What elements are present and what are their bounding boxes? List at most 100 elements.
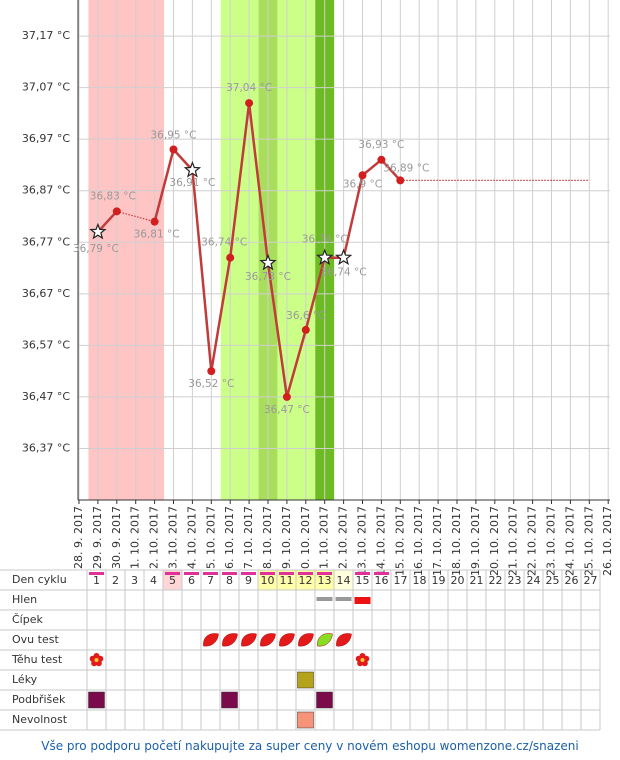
footer[interactable]: Vše pro podporu početí nakupujte za supe… xyxy=(41,739,579,753)
value-label: 36,74 °C xyxy=(321,267,367,279)
star-point xyxy=(183,160,202,178)
star-point xyxy=(89,222,107,240)
day-number: 10 xyxy=(261,574,275,587)
phase-band xyxy=(220,0,259,500)
day-number: 21 xyxy=(470,574,484,587)
x-tick-label: 21. 10. 2017 xyxy=(507,506,520,576)
chart: 28. 9. 2017 29. 9. 2017 30. 9. 2017 1. 10. … xyxy=(0,0,614,731)
point xyxy=(396,176,405,185)
value-label: 36,9 °C xyxy=(343,178,382,190)
x-tick-label: 23. 10. 2017 xyxy=(545,506,558,576)
x-tick-label: 5. 10. 2017 xyxy=(204,506,217,569)
x-tick-label: 16. 10. 2017 xyxy=(412,506,425,576)
test-icon-center xyxy=(94,658,99,662)
x-tick-label: 6. 10. 2017 xyxy=(223,506,236,569)
day-number: 2 xyxy=(112,574,119,587)
point xyxy=(150,217,159,226)
y-tick-label: 36,57 °C xyxy=(22,338,70,351)
day-number: 1 xyxy=(93,574,100,587)
day-number: 23 xyxy=(508,574,522,587)
x-tick-label: 28. 9. 2017 xyxy=(72,506,85,569)
gap-connector xyxy=(116,210,155,223)
ovu-test-icon xyxy=(241,633,257,647)
x-tick-label: 4. 10. 2017 xyxy=(185,506,198,569)
value-label: 36,91 °C xyxy=(169,177,215,189)
day-number: 17 xyxy=(394,574,408,587)
x-tick-label: 25. 10. 2017 xyxy=(582,506,595,576)
row-label: Čípek xyxy=(12,613,43,626)
test-icon-petal xyxy=(355,655,362,662)
value-label: 36,47 °C xyxy=(264,404,310,416)
mucus-bar xyxy=(335,597,352,601)
row-label: Nevolnost xyxy=(12,713,68,726)
point xyxy=(112,207,121,216)
symptom-square xyxy=(316,691,333,709)
y-tick-label: 36,77 °C xyxy=(22,235,70,248)
x-tick-label: 2. 10. 2017 xyxy=(148,506,161,569)
x-tick-label: 20. 10. 2017 xyxy=(488,506,501,576)
x-tick-label: 24. 10. 2017 xyxy=(563,506,576,576)
value-label: 36,81 °C xyxy=(134,229,180,241)
row-label: Hlen xyxy=(12,593,37,606)
row-label: Den cyklu xyxy=(12,573,67,586)
x-tick-label: 3. 10. 2017 xyxy=(167,506,180,569)
day-marker xyxy=(165,572,180,575)
symptom-square xyxy=(297,671,314,689)
y-tick-label: 36,37 °C xyxy=(22,441,70,454)
value-label: 36,93 °C xyxy=(358,139,404,151)
day-number: 19 xyxy=(432,574,446,587)
day-number: 18 xyxy=(413,574,427,587)
value-label: 36,52 °C xyxy=(188,378,234,390)
x-tick-label: 8. 10. 2017 xyxy=(261,506,274,569)
x-tick-label: 19. 10. 2017 xyxy=(469,506,482,576)
ovu-test-icon xyxy=(279,633,295,647)
day-number: 5 xyxy=(169,574,176,587)
symptom-square xyxy=(88,691,105,709)
phase-band xyxy=(277,0,316,500)
x-tick-label: 26. 10. 2017 xyxy=(601,506,614,576)
ovu-test-icon xyxy=(336,633,352,647)
day-number: 14 xyxy=(337,574,351,587)
point xyxy=(226,253,235,262)
day-marker xyxy=(203,572,218,575)
x-tick-label: 12. 10. 2017 xyxy=(337,506,350,576)
day-number: 24 xyxy=(527,574,541,587)
value-label: 37,04 °C xyxy=(226,82,272,94)
star-point xyxy=(334,248,353,266)
day-number: 25 xyxy=(546,574,560,587)
x-tick-label: 10. 10. 2017 xyxy=(299,506,312,576)
x-tick-label: 22. 10. 2017 xyxy=(526,506,539,576)
day-number: 8 xyxy=(226,574,233,587)
x-tick-label: 17. 10. 2017 xyxy=(431,506,444,576)
star-point xyxy=(316,248,334,266)
day-marker xyxy=(241,572,256,575)
day-number: 9 xyxy=(245,574,252,587)
mucus-bar xyxy=(316,597,333,601)
point xyxy=(377,155,386,164)
day-marker xyxy=(279,572,294,575)
symptom-square xyxy=(297,711,314,729)
y-tick-label: 36,47 °C xyxy=(22,390,70,403)
day-number: 20 xyxy=(451,574,465,587)
day-marker xyxy=(184,572,199,575)
x-tick-label: 7. 10. 2017 xyxy=(242,506,255,569)
y-tick-label: 36,67 °C xyxy=(22,287,70,300)
value-label: 36,83 °C xyxy=(90,190,136,202)
day-number: 13 xyxy=(318,574,332,587)
x-tick-label: 14. 10. 2017 xyxy=(374,506,387,576)
value-label: 36,74 °C xyxy=(302,234,348,246)
day-marker xyxy=(260,572,275,575)
point xyxy=(207,367,216,376)
day-number: 26 xyxy=(565,574,579,587)
day-marker xyxy=(374,572,389,575)
day-number: 6 xyxy=(188,574,195,587)
point xyxy=(358,171,367,180)
value-label: 36,73 °C xyxy=(245,271,291,283)
value-label: 36,6 °C xyxy=(286,310,325,322)
day-marker xyxy=(222,572,237,575)
test-icon-center xyxy=(360,658,365,662)
test-icon-petal xyxy=(89,655,96,662)
ovu-test-icon xyxy=(222,633,238,647)
x-tick-label: 29. 9. 2017 xyxy=(91,506,104,569)
